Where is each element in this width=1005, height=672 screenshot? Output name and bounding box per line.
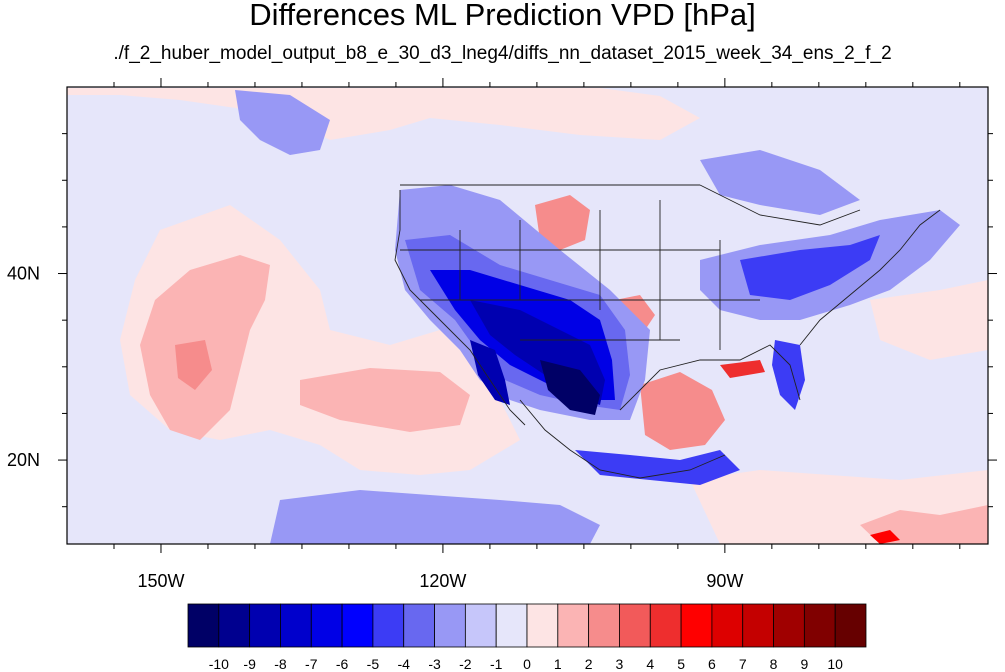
contour-gulf-red [640, 372, 725, 450]
colorbar-swatch [218, 603, 251, 648]
contour-mexico-darkest [540, 360, 600, 415]
boundary-lines [394, 184, 941, 479]
colorbar-swatch [280, 603, 312, 648]
colorbar-label: 8 [770, 656, 778, 672]
map-title: Differences ML Prediction VPD [hPa] [249, 0, 756, 32]
colorbar-swatch [464, 603, 497, 648]
contour-alaska-blue [235, 90, 330, 155]
colorbar-swatch [557, 603, 590, 648]
colorbar-label: -4 [398, 656, 411, 672]
contour-baja-blue [470, 340, 510, 405]
latitude-labels: 40N 20N [7, 264, 40, 471]
map-subtitle: ./f_2_huber_model_output_b8_e_30_d3_lneg… [113, 43, 892, 64]
colorbar-swatch [310, 603, 343, 648]
colorbar-swatch [588, 603, 620, 648]
colorbar-swatch [249, 603, 281, 648]
contour-fills [67, 88, 988, 544]
atlantic-coastline [799, 209, 941, 346]
colorbar-label: 1 [554, 656, 562, 672]
colorbar-swatch [403, 603, 435, 648]
colorbar-swatch [711, 603, 744, 648]
contour-gulf-coast-red [720, 360, 765, 378]
colorbar-swatch [372, 603, 405, 648]
colorbar-swatch [803, 603, 836, 648]
contour-plains-red [535, 195, 590, 250]
colorbar-swatch [742, 603, 774, 648]
contour-pink-north [67, 88, 700, 140]
colorbar-swatch [649, 603, 682, 648]
colorbar-label: -3 [428, 656, 441, 672]
colorbar-label: -6 [336, 656, 349, 672]
colorbar-label: 10 [827, 656, 843, 672]
colorbar-label: -1 [490, 656, 503, 672]
colorbar-swatch [680, 603, 713, 648]
contour-east-blue [740, 235, 880, 300]
contour-salmon-pacific-south [300, 368, 470, 432]
map-panel [67, 87, 988, 544]
colorbar-label: 6 [708, 656, 716, 672]
gulf-coastline [619, 344, 801, 411]
colorbar-swatch [834, 603, 867, 648]
colorbar-label: 0 [523, 656, 531, 672]
contour-canada-blue [700, 150, 860, 215]
colorbar-label: -9 [243, 656, 256, 672]
contour-tropical-pacific-blue [270, 490, 600, 544]
colorbar-label: -8 [274, 656, 287, 672]
colorbar-label: -7 [305, 656, 318, 672]
colorbar-swatch [187, 603, 220, 648]
colorbar-swatch [434, 603, 466, 648]
axis-ticks [58, 78, 997, 553]
colorbar-swatch [526, 603, 559, 648]
colorbar-label: 7 [739, 656, 747, 672]
contour-caribbean-red [870, 530, 900, 544]
mexico-coastline [519, 399, 726, 479]
colorbar-label: 4 [646, 656, 654, 672]
lat-label: 40N [7, 264, 40, 284]
colorbar: -10 -9 -8 -7 -6 -5 -4 -3 -2 -1 0 1 2 3 4 5 6 7 8 9 10 [187, 603, 867, 672]
colorbar-label: 2 [585, 656, 593, 672]
great-lakes-border [699, 184, 861, 226]
lon-label: 90W [706, 571, 743, 591]
colorbar-label: 3 [616, 656, 624, 672]
colorbar-label: -2 [459, 656, 472, 672]
colorbar-label: -5 [367, 656, 380, 672]
lon-label: 120W [419, 571, 466, 591]
colorbar-label: -10 [209, 656, 229, 672]
map-frame [66, 86, 989, 545]
colorbar-swatch [341, 603, 374, 648]
lon-label: 150W [137, 571, 184, 591]
colorbar-swatch [773, 603, 805, 648]
colorbar-swatch [495, 603, 528, 648]
lat-label: 20N [7, 450, 40, 470]
contour-pacific-core [175, 340, 212, 390]
colorbar-label: 5 [677, 656, 685, 672]
contour-central-america-blue [575, 450, 740, 485]
contour-pink-atlantic [870, 280, 988, 360]
colorbar-label: 9 [800, 656, 808, 672]
colorbar-swatch [619, 603, 651, 648]
pacific-coastline [394, 190, 526, 426]
contour-florida-blue [772, 340, 805, 410]
longitude-labels: 150W 120W 90W [137, 571, 743, 591]
